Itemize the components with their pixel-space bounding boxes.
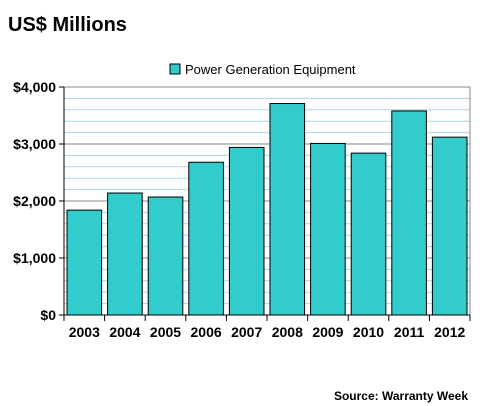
axes xyxy=(59,86,471,321)
x-tick-label: 2009 xyxy=(312,324,343,340)
bar-2010 xyxy=(350,152,387,316)
bar-2008 xyxy=(269,103,306,316)
bar-2006 xyxy=(188,161,224,316)
legend-swatch xyxy=(169,63,181,75)
bars xyxy=(66,103,468,316)
x-tick-label: 2006 xyxy=(191,324,222,340)
y-tick-labels: $0 $1,000 $2,000 $3,000 $4,000 xyxy=(13,79,56,323)
x-tick-label: 2005 xyxy=(150,324,181,340)
bar-2011 xyxy=(391,110,427,316)
x-tick-label: 2012 xyxy=(434,324,465,340)
bar-2004 xyxy=(107,192,143,316)
bar-2005 xyxy=(147,196,184,316)
legend: Power Generation Equipment xyxy=(169,62,356,77)
y-tick-label: $0 xyxy=(40,307,56,323)
x-tick-label: 2003 xyxy=(69,324,100,340)
bar-2009 xyxy=(310,142,346,316)
x-tick-label: 2010 xyxy=(353,324,384,340)
bar-2007 xyxy=(228,146,265,316)
x-tick-label: 2004 xyxy=(109,324,140,340)
chart-title: US$ Millions xyxy=(8,14,127,36)
y-tick-label: $2,000 xyxy=(13,193,56,209)
bar-2003 xyxy=(66,209,103,316)
y-tick-label: $4,000 xyxy=(13,79,56,95)
x-tick-labels: 2003 2004 2005 2006 2007 2008 2009 2010 2011 2012 xyxy=(69,324,466,340)
x-tick-label: 2007 xyxy=(231,324,262,340)
x-tick-label: 2011 xyxy=(394,324,425,340)
legend-label: Power Generation Equipment xyxy=(185,62,356,77)
x-tick-label: 2008 xyxy=(272,324,303,340)
bar-2012 xyxy=(431,136,468,316)
y-tick-label: $3,000 xyxy=(13,136,56,152)
y-tick-label: $1,000 xyxy=(13,250,56,266)
source-note: Source: Warranty Week xyxy=(334,389,468,403)
